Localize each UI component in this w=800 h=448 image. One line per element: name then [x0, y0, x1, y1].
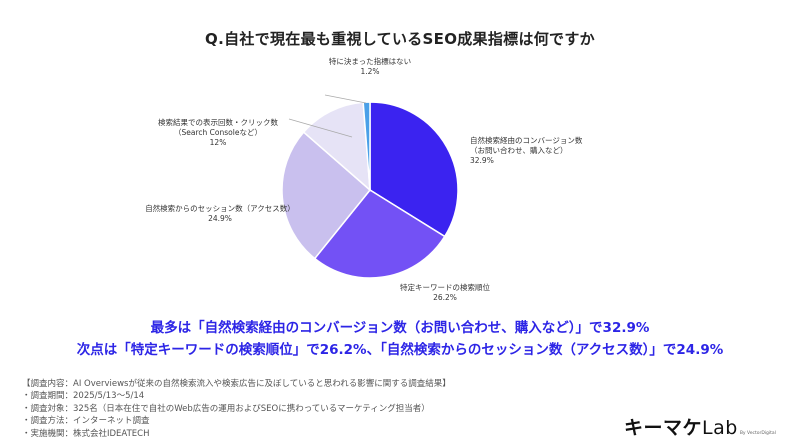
chart-title: Q.自社で現在最も重視しているSEO成果指標は何ですか — [205, 30, 595, 48]
pie-chart: 自然検索経由のコンバージョン数（お問い合わせ、購入など）32.9% 特定キーワード… — [145, 56, 583, 302]
brand-logo: キーマケLab By VectorDigital — [624, 413, 776, 440]
pie-slice — [281, 131, 372, 260]
pie-slice — [313, 189, 446, 279]
headline-line-2: 次点は「特定キーワードの検索順位」で26.2%、「自然検索からのセッション数（ア… — [76, 342, 724, 358]
slice-category-label: 特定キーワードの検索順位 — [400, 282, 490, 292]
survey-note: ・調査対象：325名（日本在住で自社のWeb広告の運用およびSEOに携わっている… — [22, 403, 430, 414]
survey-note: 【調査内容：AI Overviewsが従来の自然検索流入や検索広告に及ぼしている… — [22, 379, 451, 389]
leader-line — [324, 94, 367, 104]
slice-value-label: 24.9% — [208, 214, 232, 223]
survey-note: ・調査期間：2025/5/13〜5/14 — [22, 391, 145, 402]
logo-lab: Lab — [702, 417, 738, 439]
logo-sub: By VectorDigital — [739, 431, 776, 436]
survey-note: ・調査方法：インターネット調査 — [22, 416, 150, 427]
headline-line-1: 最多は「自然検索経由のコンバージョン数（お問い合わせ、購入など）」で32.9% — [150, 320, 650, 336]
slice-category-label: 自然検索からのセッション数（アクセス数） — [145, 203, 295, 213]
leader-lines — [288, 94, 367, 138]
slice-category-label: 特に決まった指標はない — [329, 56, 411, 66]
slice-value-label: 26.2% — [433, 293, 457, 302]
slice-category-label: （お問い合わせ、購入など） — [470, 145, 568, 155]
survey-notes: 【調査内容：AI Overviewsが従来の自然検索流入や検索広告に及ぼしている… — [22, 378, 451, 440]
pie-slices — [281, 101, 459, 279]
slice-labels: 自然検索経由のコンバージョン数（お問い合わせ、購入など）32.9% 特定キーワード… — [145, 56, 583, 302]
slice-category-label: 自然検索経由のコンバージョン数 — [470, 135, 583, 145]
slice-value-label: 12% — [210, 138, 227, 147]
slice-value-label: 1.2% — [360, 67, 379, 76]
slice-category-label: （Search Consoleなど） — [174, 128, 262, 137]
survey-note: ・実施機関：株式会社IDEATECH — [22, 428, 150, 439]
leader-line — [288, 118, 353, 138]
slice-category-label: 検索結果での表示回数・クリック数 — [158, 117, 278, 127]
logo-main: キーマケ — [624, 417, 703, 439]
slice-value-label: 32.9% — [470, 156, 494, 165]
